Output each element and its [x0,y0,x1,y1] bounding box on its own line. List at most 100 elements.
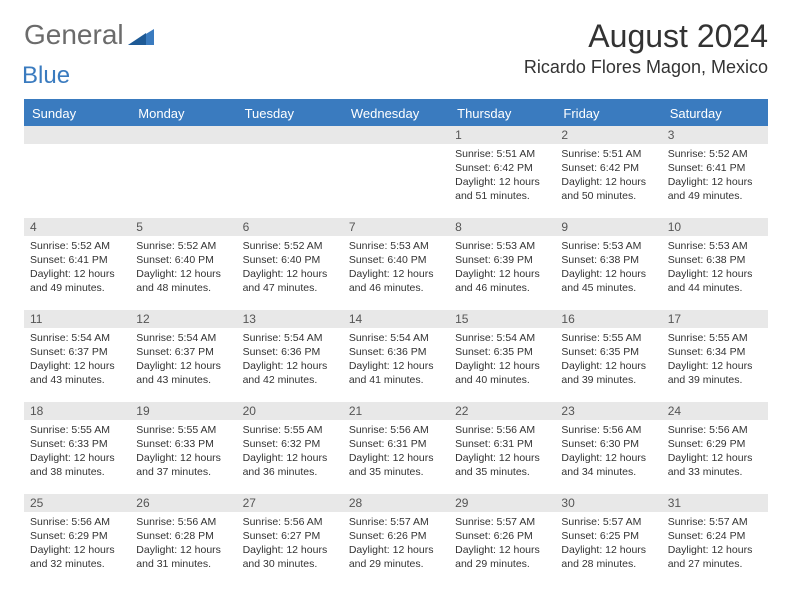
calendar-cell: 25Sunrise: 5:56 AMSunset: 6:29 PMDayligh… [24,494,130,586]
day-details: Sunrise: 5:53 AMSunset: 6:38 PMDaylight:… [555,236,661,300]
day-details: Sunrise: 5:54 AMSunset: 6:35 PMDaylight:… [449,328,555,392]
calendar-cell: 9Sunrise: 5:53 AMSunset: 6:38 PMDaylight… [555,218,661,310]
day-number: 6 [237,218,343,236]
day-number: 12 [130,310,236,328]
empty-day [237,126,343,144]
day-number: 5 [130,218,236,236]
day-number: 17 [662,310,768,328]
weekday-header: Sunday [24,100,130,126]
day-details: Sunrise: 5:51 AMSunset: 6:42 PMDaylight:… [449,144,555,208]
day-details: Sunrise: 5:55 AMSunset: 6:32 PMDaylight:… [237,420,343,484]
calendar-cell: 10Sunrise: 5:53 AMSunset: 6:38 PMDayligh… [662,218,768,310]
calendar-cell: 31Sunrise: 5:57 AMSunset: 6:24 PMDayligh… [662,494,768,586]
day-details: Sunrise: 5:53 AMSunset: 6:40 PMDaylight:… [343,236,449,300]
day-number: 3 [662,126,768,144]
empty-day [343,126,449,144]
calendar-cell [237,126,343,218]
day-number: 31 [662,494,768,512]
calendar-cell: 15Sunrise: 5:54 AMSunset: 6:35 PMDayligh… [449,310,555,402]
day-number: 26 [130,494,236,512]
day-details: Sunrise: 5:57 AMSunset: 6:26 PMDaylight:… [449,512,555,576]
weekday-header: Friday [555,100,661,126]
weekday-header: Monday [130,100,236,126]
day-number: 22 [449,402,555,420]
day-number: 18 [24,402,130,420]
day-number: 2 [555,126,661,144]
day-details: Sunrise: 5:56 AMSunset: 6:27 PMDaylight:… [237,512,343,576]
day-details: Sunrise: 5:56 AMSunset: 6:29 PMDaylight:… [662,420,768,484]
weekday-header: Thursday [449,100,555,126]
calendar-cell: 21Sunrise: 5:56 AMSunset: 6:31 PMDayligh… [343,402,449,494]
day-details: Sunrise: 5:52 AMSunset: 6:41 PMDaylight:… [662,144,768,208]
calendar-header: SundayMondayTuesdayWednesdayThursdayFrid… [24,100,768,126]
day-number: 27 [237,494,343,512]
day-number: 8 [449,218,555,236]
calendar-cell: 18Sunrise: 5:55 AMSunset: 6:33 PMDayligh… [24,402,130,494]
page-subtitle: Ricardo Flores Magon, Mexico [524,57,768,78]
day-number: 21 [343,402,449,420]
day-details: Sunrise: 5:55 AMSunset: 6:34 PMDaylight:… [662,328,768,392]
day-number: 10 [662,218,768,236]
title-block: August 2024 Ricardo Flores Magon, Mexico [524,18,768,78]
header: General Blue August 2024 Ricardo Flores … [24,18,768,87]
calendar-table: SundayMondayTuesdayWednesdayThursdayFrid… [24,99,768,586]
day-number: 24 [662,402,768,420]
day-details: Sunrise: 5:57 AMSunset: 6:26 PMDaylight:… [343,512,449,576]
calendar-cell: 16Sunrise: 5:55 AMSunset: 6:35 PMDayligh… [555,310,661,402]
calendar-cell: 20Sunrise: 5:55 AMSunset: 6:32 PMDayligh… [237,402,343,494]
weekday-header: Saturday [662,100,768,126]
day-details: Sunrise: 5:53 AMSunset: 6:38 PMDaylight:… [662,236,768,300]
day-number: 23 [555,402,661,420]
calendar-cell: 8Sunrise: 5:53 AMSunset: 6:39 PMDaylight… [449,218,555,310]
day-details: Sunrise: 5:52 AMSunset: 6:41 PMDaylight:… [24,236,130,300]
day-number: 19 [130,402,236,420]
calendar-cell [130,126,236,218]
day-number: 1 [449,126,555,144]
day-details: Sunrise: 5:55 AMSunset: 6:33 PMDaylight:… [24,420,130,484]
calendar-cell: 27Sunrise: 5:56 AMSunset: 6:27 PMDayligh… [237,494,343,586]
calendar-cell: 5Sunrise: 5:52 AMSunset: 6:40 PMDaylight… [130,218,236,310]
calendar-cell: 14Sunrise: 5:54 AMSunset: 6:36 PMDayligh… [343,310,449,402]
day-details: Sunrise: 5:57 AMSunset: 6:24 PMDaylight:… [662,512,768,576]
day-number: 29 [449,494,555,512]
calendar-cell: 28Sunrise: 5:57 AMSunset: 6:26 PMDayligh… [343,494,449,586]
calendar-cell: 4Sunrise: 5:52 AMSunset: 6:41 PMDaylight… [24,218,130,310]
calendar-body: 1Sunrise: 5:51 AMSunset: 6:42 PMDaylight… [24,126,768,586]
day-details: Sunrise: 5:52 AMSunset: 6:40 PMDaylight:… [130,236,236,300]
day-number: 15 [449,310,555,328]
logo: General Blue [24,22,154,87]
day-details: Sunrise: 5:54 AMSunset: 6:37 PMDaylight:… [24,328,130,392]
day-details: Sunrise: 5:56 AMSunset: 6:30 PMDaylight:… [555,420,661,484]
calendar-cell: 30Sunrise: 5:57 AMSunset: 6:25 PMDayligh… [555,494,661,586]
weekday-header: Tuesday [237,100,343,126]
calendar-cell: 17Sunrise: 5:55 AMSunset: 6:34 PMDayligh… [662,310,768,402]
calendar-cell: 23Sunrise: 5:56 AMSunset: 6:30 PMDayligh… [555,402,661,494]
day-details: Sunrise: 5:54 AMSunset: 6:37 PMDaylight:… [130,328,236,392]
empty-day [130,126,236,144]
calendar-cell [24,126,130,218]
calendar-cell: 1Sunrise: 5:51 AMSunset: 6:42 PMDaylight… [449,126,555,218]
day-number: 16 [555,310,661,328]
day-number: 30 [555,494,661,512]
day-details: Sunrise: 5:54 AMSunset: 6:36 PMDaylight:… [343,328,449,392]
day-number: 7 [343,218,449,236]
calendar-cell: 3Sunrise: 5:52 AMSunset: 6:41 PMDaylight… [662,126,768,218]
logo-text-general: General [24,22,124,47]
calendar-cell: 29Sunrise: 5:57 AMSunset: 6:26 PMDayligh… [449,494,555,586]
calendar-cell: 6Sunrise: 5:52 AMSunset: 6:40 PMDaylight… [237,218,343,310]
day-details: Sunrise: 5:56 AMSunset: 6:29 PMDaylight:… [24,512,130,576]
calendar-cell: 24Sunrise: 5:56 AMSunset: 6:29 PMDayligh… [662,402,768,494]
day-number: 14 [343,310,449,328]
calendar-cell: 26Sunrise: 5:56 AMSunset: 6:28 PMDayligh… [130,494,236,586]
calendar-cell: 22Sunrise: 5:56 AMSunset: 6:31 PMDayligh… [449,402,555,494]
day-number: 4 [24,218,130,236]
calendar-cell [343,126,449,218]
logo-text-blue: Blue [22,65,154,87]
day-number: 11 [24,310,130,328]
weekday-header: Wednesday [343,100,449,126]
calendar-cell: 13Sunrise: 5:54 AMSunset: 6:36 PMDayligh… [237,310,343,402]
page-title: August 2024 [524,18,768,55]
day-details: Sunrise: 5:57 AMSunset: 6:25 PMDaylight:… [555,512,661,576]
day-number: 28 [343,494,449,512]
day-details: Sunrise: 5:56 AMSunset: 6:31 PMDaylight:… [449,420,555,484]
